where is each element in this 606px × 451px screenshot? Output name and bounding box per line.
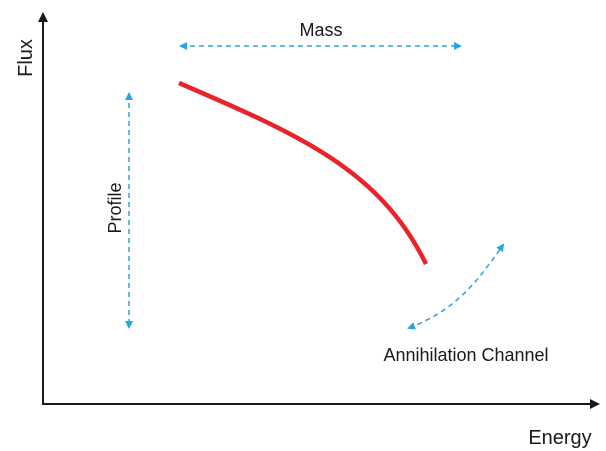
annihilation-channel-label: Annihilation Channel [383,345,548,365]
mass-label: Mass [299,20,342,40]
y-axis-label: Flux [15,39,37,77]
annihilation-channel-arrow [407,243,505,330]
profile-label: Profile [105,182,125,233]
x-axis-label: Energy [528,427,591,449]
flux-curve [178,80,429,265]
